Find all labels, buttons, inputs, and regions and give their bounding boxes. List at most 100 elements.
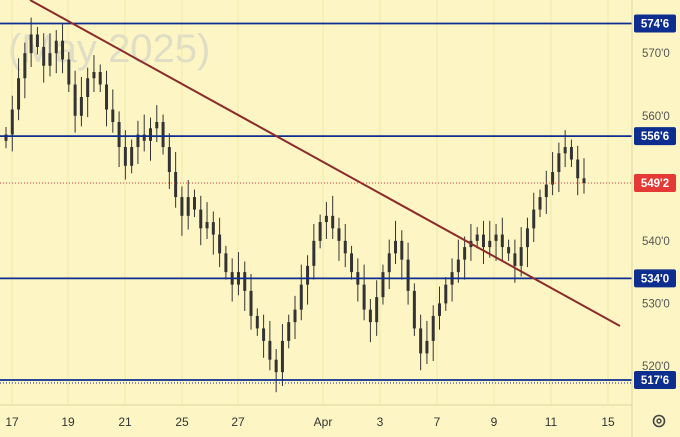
candle-body <box>224 253 228 273</box>
y-tick-label: 560'0 <box>642 111 670 123</box>
candle-body <box>375 297 379 323</box>
candle-body <box>117 122 121 148</box>
candle-body <box>299 284 303 310</box>
candle-body <box>538 197 542 210</box>
candle-body <box>86 78 90 98</box>
level-badge <box>634 14 676 33</box>
trendline <box>29 0 621 327</box>
x-tick-label: 25 <box>175 415 189 429</box>
candle-body <box>136 134 140 148</box>
candle-body <box>205 222 209 229</box>
candle-body <box>123 147 127 166</box>
price-axis <box>632 0 680 437</box>
candle-body <box>192 197 196 210</box>
candle-body <box>268 340 272 360</box>
candle-body <box>280 340 284 373</box>
candle-body <box>331 215 335 229</box>
candle-body <box>199 209 203 229</box>
candle-body <box>444 284 448 304</box>
level-badge-label: 556'6 <box>641 131 669 143</box>
candle-body <box>419 328 423 354</box>
candle-body <box>507 247 511 254</box>
x-tick-label: Apr <box>314 415 333 429</box>
candle-body <box>406 259 410 291</box>
x-tick-label: 3 <box>377 415 384 429</box>
candle-body <box>412 290 416 329</box>
candle-body <box>67 59 71 85</box>
candle-body <box>293 309 297 323</box>
candle-body <box>161 122 165 148</box>
candle-body <box>525 228 529 248</box>
candle-body <box>4 134 8 141</box>
candle-body <box>318 222 322 241</box>
candle-body <box>306 265 310 285</box>
candle-body <box>569 147 573 160</box>
x-tick-label: 17 <box>5 415 19 429</box>
candle-body <box>481 234 485 248</box>
candle-body <box>368 309 372 323</box>
last-price-badge <box>634 174 676 192</box>
candle-body <box>557 153 561 173</box>
candle-body <box>387 253 391 273</box>
candle-body <box>475 234 479 241</box>
candle-body <box>149 128 152 141</box>
candle-body <box>61 40 65 60</box>
candle-body <box>500 234 504 248</box>
candle-body <box>438 303 441 316</box>
candle-body <box>98 71 102 85</box>
candle-body <box>456 259 460 273</box>
candle-body <box>218 234 222 254</box>
candle-body <box>394 240 398 254</box>
candle-body <box>79 97 83 116</box>
candle-body <box>105 84 109 110</box>
candle-body <box>111 109 115 123</box>
candle-body <box>488 240 492 248</box>
x-tick-label: 27 <box>231 415 245 429</box>
candle-body <box>400 240 404 260</box>
candle-body <box>381 272 385 298</box>
y-tick-label: 520'0 <box>642 361 670 373</box>
candle-body <box>255 315 259 329</box>
candle-body <box>54 40 58 54</box>
candle-body <box>130 147 134 166</box>
candle-body <box>563 147 567 154</box>
candle-body <box>73 84 77 116</box>
y-tick-label: 540'0 <box>642 236 670 248</box>
y-tick-label: 530'0 <box>642 298 670 310</box>
candle-body <box>494 234 498 241</box>
candle-body <box>324 215 328 223</box>
candles <box>4 17 586 393</box>
vertical-gridlines <box>11 0 609 405</box>
candle-body <box>431 315 435 341</box>
candle-body <box>287 322 291 341</box>
watermark: (May 2025) <box>8 27 210 71</box>
candle-body <box>513 253 517 266</box>
candle-body <box>463 247 467 260</box>
candle-body <box>343 240 347 254</box>
candle-body <box>17 78 21 110</box>
candle-body <box>544 184 548 198</box>
settings-gear-icon[interactable] <box>652 414 666 428</box>
candle-body <box>92 71 96 79</box>
candle-body <box>425 340 429 354</box>
candle-body <box>576 159 580 179</box>
level-badge <box>634 127 676 146</box>
candle-body <box>262 328 266 341</box>
candle-body <box>186 197 190 216</box>
candle-body <box>167 147 171 173</box>
x-tick-label: 11 <box>545 415 558 429</box>
candle-body <box>35 34 39 47</box>
candle-body <box>48 53 52 66</box>
candle-body <box>29 34 33 54</box>
candle-body <box>519 247 523 266</box>
y-tick-label: 570'0 <box>642 48 670 60</box>
candle-body <box>211 222 215 235</box>
candle-body <box>23 53 27 79</box>
candle-body <box>312 240 316 266</box>
level-badge-label: 517'6 <box>641 375 669 387</box>
price-axis-ticks: 570'0 560'0 540'0 530'0 520'0 <box>642 48 670 373</box>
x-tick-label: 15 <box>601 415 615 429</box>
time-axis-ticks: 17 19 21 25 27 Apr 3 7 9 11 15 <box>5 415 615 429</box>
